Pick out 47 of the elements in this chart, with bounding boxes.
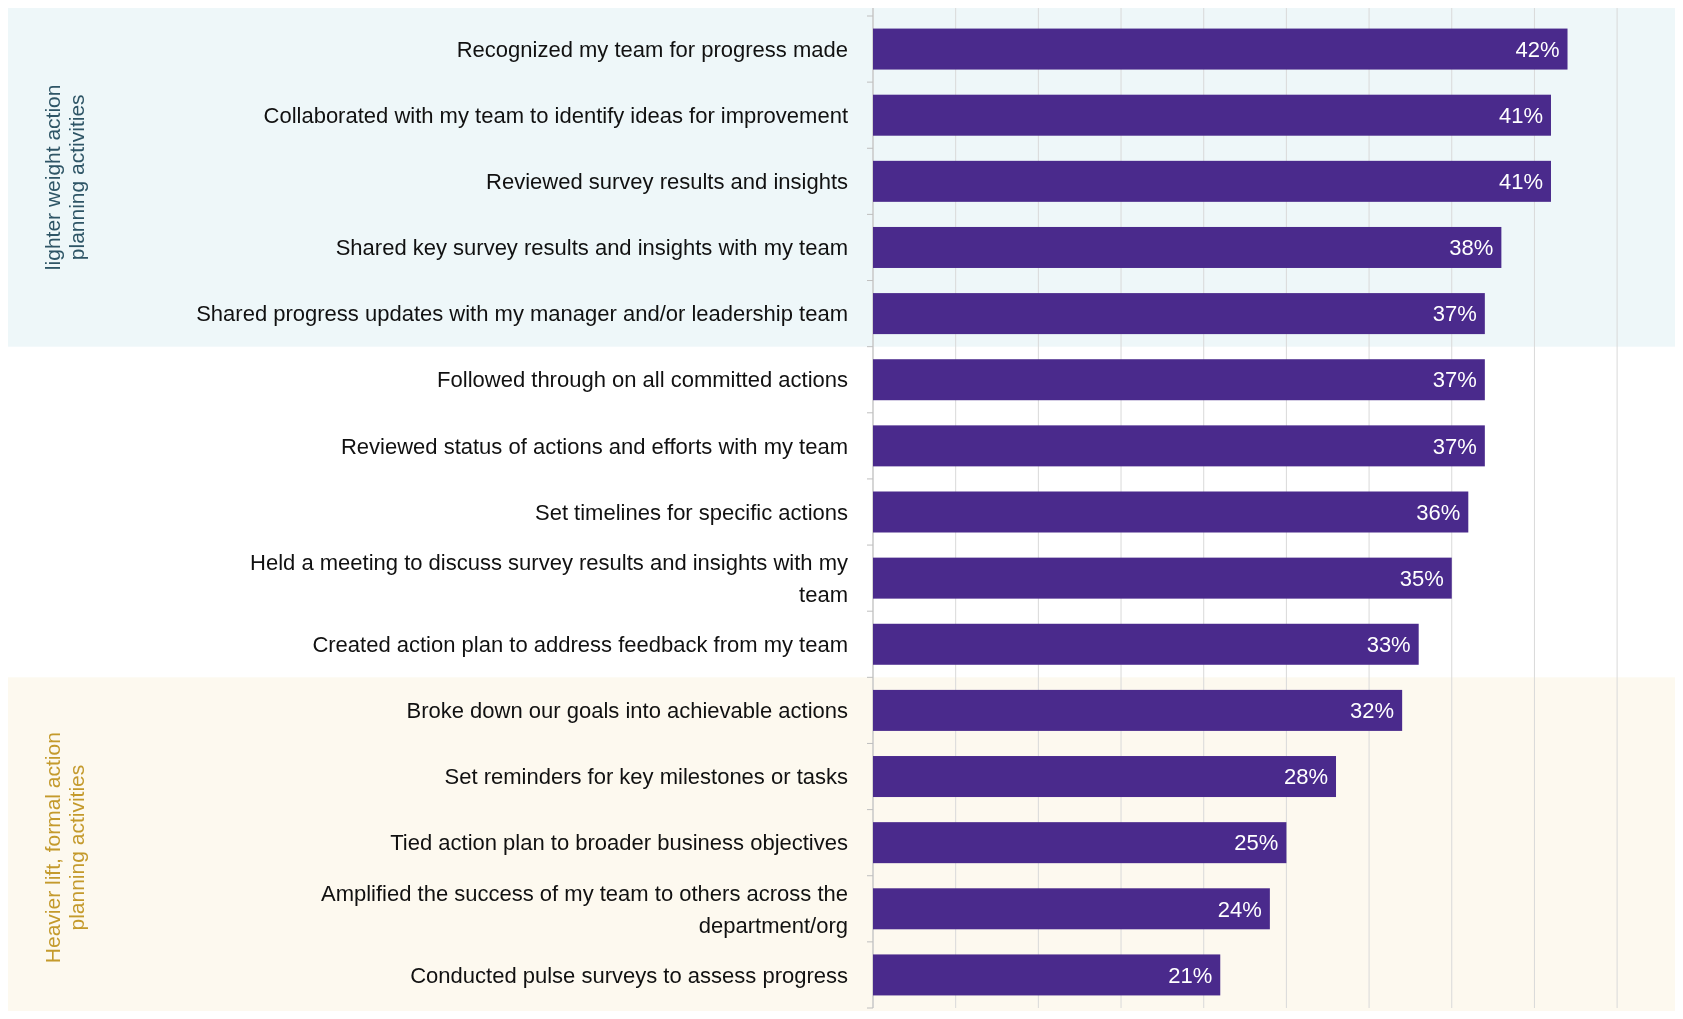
bar [873,888,1270,930]
band-label: lighter weight action planning activities [41,84,88,271]
data-label: 41% [1498,102,1543,128]
y-tick-label: Reviewed status of actions and efforts with my team [340,433,848,459]
bar [873,94,1551,136]
bar [873,226,1502,268]
data-label: 37% [1432,433,1477,459]
bar [873,359,1485,401]
bar [873,822,1287,864]
data-label: 25% [1234,830,1279,856]
data-label: 35% [1399,565,1444,591]
y-tick-label: Amplified the success of my team to others across the department/org [320,880,848,938]
y-tick-label: Conducted pulse surveys to assess progress [410,962,848,988]
bar [873,160,1551,202]
y-tick-label: Tied action plan to broader business objectives [390,830,848,856]
y-tick-label: Set reminders for key milestones or tasks [444,764,848,790]
data-label: 36% [1416,499,1461,525]
bar [873,689,1403,731]
data-label: 38% [1449,235,1494,261]
data-label: 21% [1168,962,1213,988]
bar [873,491,1469,533]
bar [873,756,1337,798]
bar [873,28,1568,70]
y-tick-label: Set timelines for specific actions [534,499,848,525]
data-label: 37% [1432,367,1477,393]
data-label: 32% [1350,698,1395,724]
bar [873,425,1485,467]
y-tick-label: Recognized my team for progress made [456,36,848,62]
y-tick-label: Collaborated with my team to identify ideas for improvement [263,102,848,128]
data-label: 42% [1515,36,1560,62]
bar [873,557,1452,599]
y-tick-label: Shared key survey results and insights with my team [335,235,848,261]
y-tick-label: Broke down our goals into achievable actions [406,698,848,724]
bar [873,623,1419,665]
data-label: 33% [1366,631,1411,657]
y-tick-label: Created action plan to address feedback from my team [312,631,848,657]
band-label: Heavier lift, formal action planning activities [41,732,88,964]
data-label: 24% [1217,896,1262,922]
data-label: 41% [1498,169,1543,195]
bar [873,293,1485,335]
y-tick-label: Shared progress updates with my manager and/or leadership team [196,301,848,327]
y-tick-label: Held a meeting to discuss survey results and insights with my team [250,549,848,607]
data-label: 37% [1432,301,1477,327]
bar [873,954,1221,996]
data-label: 28% [1283,764,1329,790]
y-tick-label: Reviewed survey results and insights [486,169,848,195]
y-tick-label: Followed through on all committed actions [437,367,848,393]
